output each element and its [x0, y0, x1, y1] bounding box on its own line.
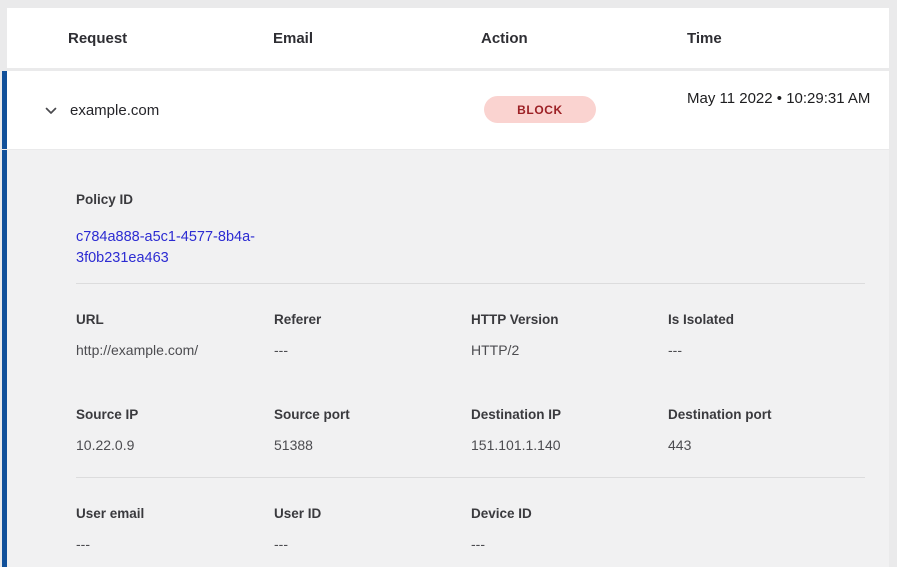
- field-referer: Referer ---: [274, 312, 464, 358]
- field-destination-ip: Destination IP 151.101.1.140: [471, 407, 661, 453]
- field-device-id-value: ---: [471, 536, 485, 552]
- field-referer-label: Referer: [274, 312, 322, 327]
- field-is-isolated-label: Is Isolated: [668, 312, 735, 327]
- field-url: URL http://example.com/: [76, 312, 266, 358]
- field-user-email: User email ---: [76, 506, 266, 552]
- field-url-value: http://example.com/: [76, 342, 199, 358]
- field-destination-ip-label: Destination IP: [471, 407, 562, 422]
- field-referer-value: ---: [274, 342, 288, 358]
- field-destination-port-label: Destination port: [668, 407, 772, 422]
- field-http-version-label: HTTP Version: [471, 312, 559, 327]
- log-detail-panel: Policy ID c784a888-a5c1-4577-8b4a-3f0b23…: [2, 150, 889, 567]
- chevron-down-icon: [43, 103, 59, 119]
- field-is-isolated-value: ---: [668, 342, 682, 358]
- field-user-id-label: User ID: [274, 506, 322, 521]
- field-user-id-value: ---: [274, 536, 288, 552]
- field-source-port-label: Source port: [274, 407, 350, 422]
- field-destination-port-value: 443: [668, 437, 692, 453]
- collapse-row-button[interactable]: [40, 100, 62, 122]
- field-user-email-label: User email: [76, 506, 145, 521]
- field-http-version-value: HTTP/2: [471, 342, 520, 358]
- field-destination-ip-value: 151.101.1.140: [471, 437, 561, 453]
- field-device-id: Device ID ---: [471, 506, 661, 552]
- section-divider: [76, 477, 865, 478]
- field-source-port: Source port 51388: [274, 407, 464, 453]
- section-divider: [76, 283, 865, 284]
- field-is-isolated: Is Isolated ---: [668, 312, 858, 358]
- field-source-ip-value: 10.22.0.9: [76, 437, 135, 453]
- policy-id-label: Policy ID: [76, 192, 134, 207]
- field-user-id: User ID ---: [274, 506, 464, 552]
- request-time: May 11 2022 • 10:29:31 AM: [687, 90, 871, 107]
- field-url-label: URL: [76, 312, 104, 327]
- log-row[interactable]: example.com BLOCK May 11 2022 • 10:29:31…: [2, 71, 889, 149]
- log-table-header: Request Email Action Time: [7, 8, 889, 68]
- column-header-request: Request: [68, 29, 128, 47]
- field-device-id-label: Device ID: [471, 506, 532, 521]
- request-domain: example.com: [70, 102, 160, 119]
- field-user-email-value: ---: [76, 536, 90, 552]
- column-header-time: Time: [687, 29, 722, 47]
- action-badge: BLOCK: [484, 96, 596, 123]
- field-destination-port: Destination port 443: [668, 407, 858, 453]
- policy-id-block: Policy ID c784a888-a5c1-4577-8b4a-3f0b23…: [76, 192, 296, 269]
- policy-id-link[interactable]: c784a888-a5c1-4577-8b4a-3f0b231ea463: [76, 229, 255, 266]
- column-header-email: Email: [273, 29, 314, 47]
- column-header-action: Action: [481, 29, 528, 47]
- field-source-ip: Source IP 10.22.0.9: [76, 407, 266, 453]
- field-http-version: HTTP Version HTTP/2: [471, 312, 661, 358]
- field-source-ip-label: Source IP: [76, 407, 139, 422]
- field-source-port-value: 51388: [274, 437, 313, 453]
